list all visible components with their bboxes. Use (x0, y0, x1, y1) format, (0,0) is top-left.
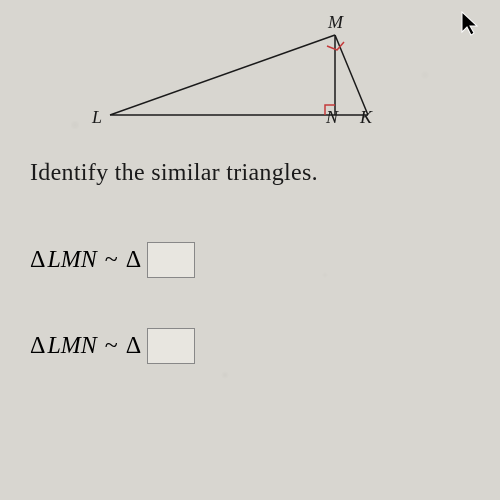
vertex-label-m: M (328, 12, 343, 33)
answer-input-2[interactable] (147, 328, 195, 364)
delta-symbol: Δ (30, 247, 45, 274)
answer-row-2: Δ LMN ~ Δ (30, 328, 470, 364)
triangle-name: LMN (47, 333, 96, 360)
diagram-svg (100, 20, 400, 130)
triangle-diagram: M L N K (100, 20, 400, 130)
worksheet-content: M L N K Identify the similar triangles. … (0, 0, 500, 500)
answer-input-1[interactable] (147, 242, 195, 278)
mouse-cursor-icon (460, 10, 480, 38)
vertex-label-l: L (92, 107, 102, 128)
similar-symbol: ~ (105, 333, 118, 360)
delta-symbol: Δ (126, 333, 141, 360)
vertex-label-k: K (360, 107, 372, 128)
similar-symbol: ~ (105, 247, 118, 274)
answer-row-1: Δ LMN ~ Δ (30, 242, 470, 278)
triangle-name: LMN (47, 247, 96, 274)
instruction-text: Identify the similar triangles. (30, 160, 470, 187)
delta-symbol: Δ (30, 333, 45, 360)
vertex-label-n: N (326, 107, 338, 128)
delta-symbol: Δ (126, 247, 141, 274)
